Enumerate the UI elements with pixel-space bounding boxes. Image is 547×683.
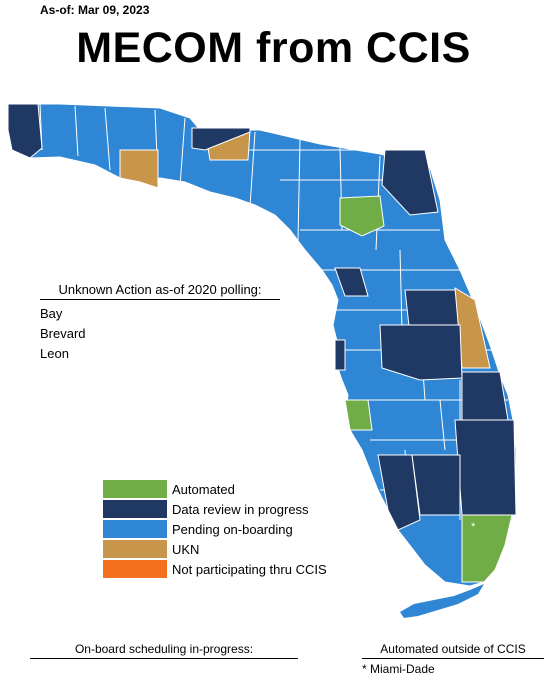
county-status-layer: [7, 103, 517, 583]
legend-item-automated: Automated: [103, 479, 327, 499]
hillsborough-county: [334, 339, 346, 371]
bay-county: [119, 149, 159, 189]
citrus-county: [334, 267, 369, 297]
polk-region: [379, 324, 463, 381]
list-item: Bay: [40, 306, 63, 321]
automated-outside-list: Miami-Dade: [362, 662, 544, 676]
unknown-action-heading: Unknown Action as-of 2020 polling:: [40, 282, 280, 300]
legend-swatch: [103, 560, 167, 578]
alachua-county: [339, 195, 385, 237]
legend-label: Not participating thru CCIS: [172, 561, 327, 577]
legend-label: Automated: [172, 481, 235, 497]
legend-label: UKN: [172, 541, 200, 557]
automated-outside-heading: Automated outside of CCIS: [362, 642, 544, 659]
miami-dade-county: [461, 514, 513, 583]
page-title: MECOM from CCIS: [76, 24, 471, 72]
palm-beach-region: [461, 371, 509, 421]
legend-label: Pending on-boarding: [172, 521, 293, 537]
unknown-county-list: Bay Brevard Leon: [40, 304, 280, 364]
legend-swatch: [103, 540, 167, 558]
unknown-action-panel: Unknown Action as-of 2020 polling: Bay B…: [40, 282, 280, 364]
sarasota-county: [344, 399, 373, 431]
escambia-county: [7, 103, 43, 159]
miami-dade-marker: *: [471, 521, 476, 533]
legend-item-pending: Pending on-boarding: [103, 519, 327, 539]
keys-chain: [400, 584, 484, 618]
florida-county-map: *: [7, 103, 517, 618]
legend-item-not-participating: Not participating thru CCIS: [103, 559, 327, 579]
legend-swatch: [103, 480, 167, 498]
automated-outside-panel: Automated outside of CCIS Miami-Dade: [362, 642, 544, 676]
hendry-region: [411, 454, 461, 516]
list-item: Miami-Dade: [362, 662, 544, 676]
collier-region: [377, 454, 421, 531]
legend-label: Data review in progress: [172, 501, 309, 517]
nassau-duval-region: [381, 149, 439, 216]
legend-swatch: [103, 500, 167, 518]
broward-region: [454, 419, 517, 516]
as-of-date: As-of: Mar 09, 2023: [40, 3, 150, 17]
onboard-scheduling-heading: On-board scheduling in-progress:: [30, 642, 298, 659]
list-item: Brevard: [40, 326, 86, 341]
legend-item-ukn: UKN: [103, 539, 327, 559]
legend-item-data-review: Data review in progress: [103, 499, 327, 519]
map-legend: Automated Data review in progress Pendin…: [103, 479, 327, 579]
list-item: Leon: [40, 346, 69, 361]
jefferson-county: [191, 127, 251, 151]
legend-swatch: [103, 520, 167, 538]
